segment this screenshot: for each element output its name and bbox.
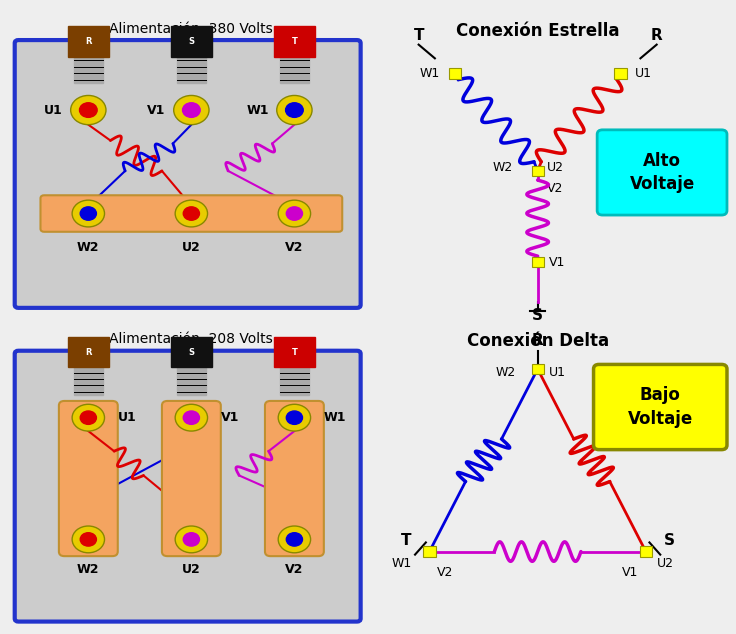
Text: Alto
Voltaje: Alto Voltaje — [629, 152, 695, 193]
Text: T: T — [414, 28, 424, 43]
Bar — [448, 68, 461, 79]
Bar — [171, 337, 212, 368]
Text: W2: W2 — [492, 162, 512, 174]
Text: U1: U1 — [635, 67, 652, 80]
Circle shape — [79, 103, 97, 117]
Text: R: R — [85, 37, 91, 46]
Bar — [640, 547, 652, 557]
Text: S: S — [664, 533, 675, 548]
Text: V1: V1 — [147, 103, 166, 117]
Circle shape — [80, 207, 96, 220]
Text: U2: U2 — [182, 240, 201, 254]
Circle shape — [183, 103, 200, 117]
Text: T: T — [291, 37, 297, 46]
Circle shape — [175, 526, 208, 553]
Text: R: R — [651, 28, 662, 43]
Bar — [280, 365, 309, 395]
Text: Alimentación  380 Volts: Alimentación 380 Volts — [110, 22, 273, 36]
FancyBboxPatch shape — [162, 401, 221, 556]
Bar — [177, 52, 206, 82]
Text: S: S — [532, 308, 543, 323]
Text: U2: U2 — [657, 557, 673, 570]
Text: U1: U1 — [44, 103, 63, 117]
Text: W2: W2 — [496, 366, 516, 378]
Circle shape — [278, 404, 311, 431]
Bar — [74, 365, 103, 395]
FancyBboxPatch shape — [265, 401, 324, 556]
FancyBboxPatch shape — [15, 40, 361, 308]
Bar — [68, 27, 109, 57]
FancyBboxPatch shape — [593, 365, 727, 450]
FancyBboxPatch shape — [597, 130, 727, 215]
Text: Alimentación  208 Volts: Alimentación 208 Volts — [110, 332, 273, 346]
Text: V2: V2 — [436, 566, 453, 579]
Bar — [531, 165, 544, 176]
Bar — [531, 257, 544, 268]
Text: R: R — [85, 348, 91, 357]
Text: V2: V2 — [286, 240, 303, 254]
Circle shape — [183, 533, 199, 546]
Text: W2: W2 — [77, 564, 99, 576]
Bar — [177, 365, 206, 395]
FancyBboxPatch shape — [40, 195, 342, 232]
Circle shape — [183, 207, 199, 220]
Circle shape — [286, 103, 303, 117]
Bar — [274, 337, 315, 368]
Text: S: S — [188, 348, 194, 357]
Text: U2: U2 — [182, 564, 201, 576]
Text: R: R — [532, 333, 543, 347]
Bar — [423, 547, 436, 557]
Circle shape — [72, 200, 105, 227]
Text: Bajo
Voltaje: Bajo Voltaje — [628, 386, 693, 428]
Circle shape — [183, 411, 199, 424]
Text: W1: W1 — [420, 67, 440, 80]
Circle shape — [72, 526, 105, 553]
Bar — [274, 27, 315, 57]
Text: V1: V1 — [548, 256, 565, 269]
Bar — [615, 68, 627, 79]
Text: W1: W1 — [324, 411, 347, 424]
Circle shape — [278, 200, 311, 227]
Circle shape — [175, 404, 208, 431]
Text: V1: V1 — [221, 411, 239, 424]
Text: S: S — [188, 37, 194, 46]
Text: T: T — [401, 533, 411, 548]
Text: W1: W1 — [246, 103, 269, 117]
Circle shape — [175, 200, 208, 227]
Circle shape — [71, 96, 106, 125]
Text: V2: V2 — [286, 564, 303, 576]
Bar — [280, 52, 309, 82]
Circle shape — [286, 207, 302, 220]
FancyBboxPatch shape — [15, 351, 361, 621]
Text: U2: U2 — [547, 162, 564, 174]
Circle shape — [277, 96, 312, 125]
FancyBboxPatch shape — [59, 401, 118, 556]
Text: T: T — [291, 348, 297, 357]
Circle shape — [278, 526, 311, 553]
Text: W2: W2 — [77, 240, 99, 254]
Text: Conexión Estrella: Conexión Estrella — [456, 22, 620, 40]
Bar — [68, 337, 109, 368]
Circle shape — [72, 404, 105, 431]
Circle shape — [80, 533, 96, 546]
Bar — [74, 52, 103, 82]
Circle shape — [286, 533, 302, 546]
Text: Conexión Delta: Conexión Delta — [467, 332, 609, 351]
Text: V2: V2 — [547, 181, 563, 195]
Circle shape — [174, 96, 209, 125]
Text: W1: W1 — [391, 557, 411, 570]
Text: U1: U1 — [548, 366, 565, 378]
Circle shape — [286, 411, 302, 424]
Circle shape — [80, 411, 96, 424]
Text: U1: U1 — [118, 411, 136, 424]
Bar — [171, 27, 212, 57]
Text: V1: V1 — [622, 566, 639, 579]
Bar — [531, 364, 544, 374]
